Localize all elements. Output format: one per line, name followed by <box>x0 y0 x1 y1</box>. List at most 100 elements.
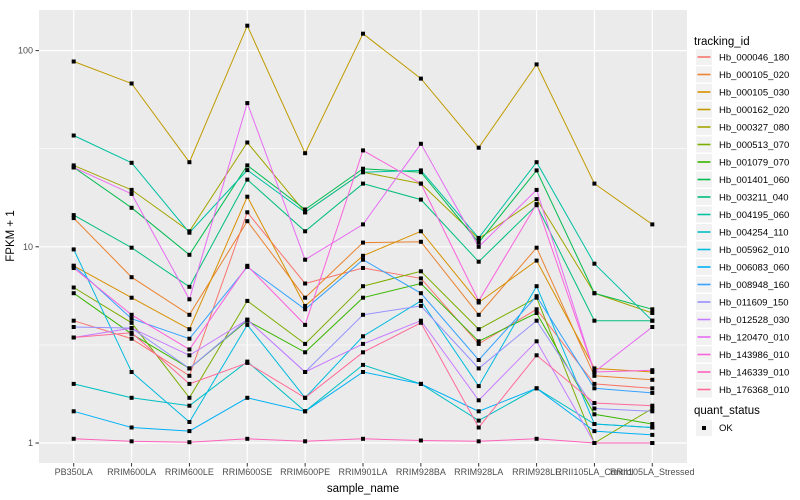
series-points-Hb_000046_180 <box>71 210 655 391</box>
data-point <box>361 166 365 171</box>
data-point <box>187 297 192 302</box>
data-point <box>534 160 539 165</box>
data-point <box>303 229 308 234</box>
series-layer <box>71 23 655 445</box>
data-point <box>245 210 250 215</box>
data-point <box>303 409 308 414</box>
x-tick-label: RRIM928LE <box>512 467 561 477</box>
data-point <box>418 239 423 244</box>
data-point <box>534 318 539 323</box>
data-point <box>361 370 365 374</box>
data-point <box>361 222 365 227</box>
data-point <box>418 381 423 386</box>
data-point <box>245 219 250 224</box>
data-point <box>476 235 481 240</box>
data-point <box>303 281 308 286</box>
data-point <box>245 23 250 28</box>
data-point <box>592 441 597 445</box>
legend-item-Hb_000327_080: Hb_000327_080 <box>696 119 789 135</box>
data-point <box>650 406 655 411</box>
data-point <box>187 366 192 371</box>
data-point <box>418 269 423 274</box>
data-point <box>361 312 365 317</box>
data-point <box>592 429 597 434</box>
data-point <box>476 327 481 332</box>
data-point <box>303 341 308 346</box>
data-point <box>71 165 76 170</box>
data-point <box>418 181 423 186</box>
legend-label: Hb_000105_030 <box>719 88 789 99</box>
data-point <box>187 252 192 257</box>
data-point <box>476 244 481 249</box>
data-point <box>361 295 365 300</box>
data-point <box>361 257 365 262</box>
data-point <box>650 403 655 408</box>
data-point <box>129 336 134 341</box>
data-point <box>187 381 192 386</box>
data-point <box>592 373 597 378</box>
data-point <box>592 386 597 391</box>
x-tick-label: PB350LA <box>55 467 93 477</box>
data-point <box>418 320 423 325</box>
data-point <box>650 377 655 382</box>
legend-label: Hb_008948_160 <box>719 280 789 291</box>
data-point <box>129 312 134 317</box>
data-point <box>534 311 539 315</box>
legend-item-Hb_012528_030: Hb_012528_030 <box>696 311 789 328</box>
data-point <box>129 187 134 192</box>
data-point <box>187 230 192 235</box>
data-point <box>592 318 597 323</box>
data-point <box>361 284 365 289</box>
y-tick-labels: 1 10 100 <box>18 46 33 448</box>
data-point <box>71 318 76 323</box>
legend-item-Hb_008948_160: Hb_008948_160 <box>696 276 789 293</box>
data-point <box>303 295 308 300</box>
data-point <box>650 409 655 414</box>
legend-label: Hb_004254_110 <box>719 228 789 239</box>
data-point <box>650 325 655 329</box>
x-tick-label: RRIM600LA <box>107 467 156 477</box>
data-point <box>245 263 250 268</box>
y-tick-label: 100 <box>18 46 33 56</box>
series-points-Hb_146339_010 <box>71 436 655 445</box>
data-point <box>476 341 481 346</box>
x-axis-title: sample_name <box>327 483 399 495</box>
legend-label: Hb_006083_060 <box>719 263 789 274</box>
data-point <box>476 339 481 344</box>
legend-item-Hb_003211_040: Hb_003211_040 <box>696 189 789 205</box>
data-point <box>534 339 539 344</box>
data-point <box>592 181 597 186</box>
data-point <box>534 197 539 202</box>
x-tick-labels: PB350LA RRIM600LA RRIM600LE RRIM600SE RRIM60… <box>55 467 695 477</box>
data-point <box>361 341 365 346</box>
legend-item-Hb_004254_110: Hb_004254_110 <box>696 224 789 240</box>
data-point <box>418 141 423 146</box>
data-point <box>129 205 134 210</box>
data-point <box>534 187 539 192</box>
data-point <box>71 381 76 386</box>
data-point <box>592 291 597 296</box>
y-axis-title: FPKM + 1 <box>5 210 17 261</box>
data-point <box>476 425 481 430</box>
data-point <box>361 436 365 441</box>
data-point <box>592 422 597 426</box>
data-point <box>71 59 76 64</box>
data-point <box>245 360 250 365</box>
data-point <box>476 398 481 403</box>
data-point <box>129 160 134 165</box>
x-tick-label: RRII105LA_Control <box>555 467 633 477</box>
data-point <box>534 202 539 207</box>
data-point <box>245 436 250 441</box>
legend-item-Hb_001401_060: Hb_001401_060 <box>696 171 789 188</box>
legend-item-Hb_143986_010: Hb_143986_010 <box>696 346 789 363</box>
legend-label: Hb_001079_070 <box>719 158 789 169</box>
data-point <box>418 76 423 81</box>
data-point <box>476 439 481 444</box>
data-point <box>592 366 597 371</box>
data-point <box>361 148 365 153</box>
data-point <box>129 81 134 86</box>
data-point <box>303 303 308 308</box>
data-point <box>418 276 423 281</box>
data-point <box>187 420 192 424</box>
